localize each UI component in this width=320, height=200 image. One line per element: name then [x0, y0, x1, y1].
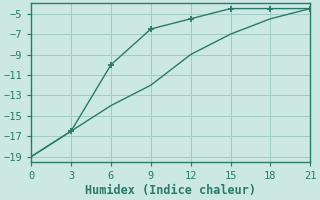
X-axis label: Humidex (Indice chaleur): Humidex (Indice chaleur): [85, 184, 256, 197]
